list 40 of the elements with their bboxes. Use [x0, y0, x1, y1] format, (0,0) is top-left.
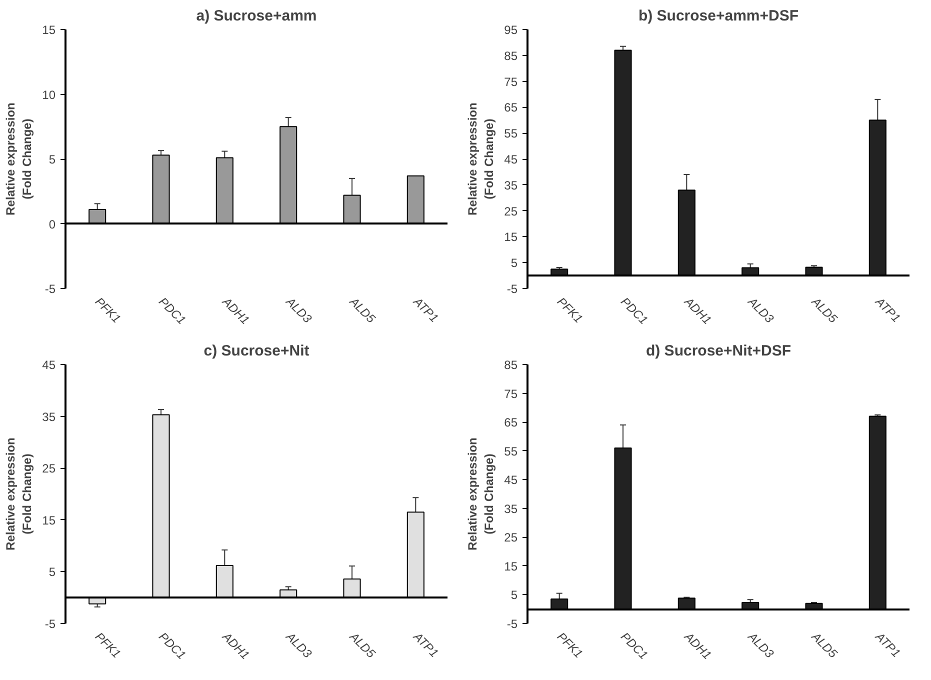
y-tick-label: 10 [42, 88, 56, 102]
y-axis-title: Relative expression (Fold Change) [465, 438, 496, 550]
y-tick-label: 15 [504, 230, 518, 244]
y-tick-label: 5 [510, 256, 518, 270]
y-tick-label: -5 [506, 617, 518, 631]
y-tick-label: 45 [42, 358, 56, 372]
chart-title: b) Sucrose+amm+DSF [638, 8, 799, 24]
chart-title: a) Sucrose+amm [196, 8, 317, 24]
y-tick-label: 75 [504, 386, 518, 401]
y-tick-label: -5 [44, 617, 56, 631]
y-axis-title: Relative expression (Fold Change) [465, 102, 496, 216]
y-tick-label: 0 [48, 217, 56, 232]
chart-title: d) Sucrose+Nit+DSF [646, 342, 792, 360]
y-axis-title: Relative expression (Fold Change) [3, 438, 34, 550]
y-tick-label: 5 [48, 565, 56, 580]
y-tick-label: -5 [44, 282, 56, 296]
y-tick-label: 75 [504, 74, 518, 89]
y-tick-label: 5 [510, 588, 518, 602]
y-tick-label: 25 [42, 462, 56, 476]
y-tick-label: 45 [504, 152, 518, 166]
y-tick-label: 35 [504, 502, 518, 516]
y-tick-label: 85 [504, 358, 518, 372]
y-tick-label: 95 [504, 23, 518, 37]
y-tick-label: 35 [42, 410, 56, 424]
y-tick-label: 65 [504, 416, 518, 430]
y-tick-label: 15 [504, 559, 518, 574]
y-tick-label: 45 [504, 473, 518, 488]
y-tick-label: 15 [42, 23, 56, 37]
y-tick-label: 15 [42, 513, 56, 528]
y-tick-label: 25 [504, 204, 518, 218]
y-tick-label: 5 [48, 152, 56, 166]
y-tick-label: 65 [504, 100, 518, 115]
y-tick-label: -5 [506, 282, 518, 296]
chart-title: c) Sucrose+Nit [204, 342, 310, 360]
y-tick-label: 55 [504, 126, 518, 141]
y-tick-label: 35 [504, 178, 518, 192]
y-axis-title: Relative expression (Fold Change) [3, 102, 34, 216]
y-tick-label: 25 [504, 530, 518, 545]
y-tick-label: 85 [504, 48, 518, 63]
y-tick-label: 55 [504, 444, 518, 458]
